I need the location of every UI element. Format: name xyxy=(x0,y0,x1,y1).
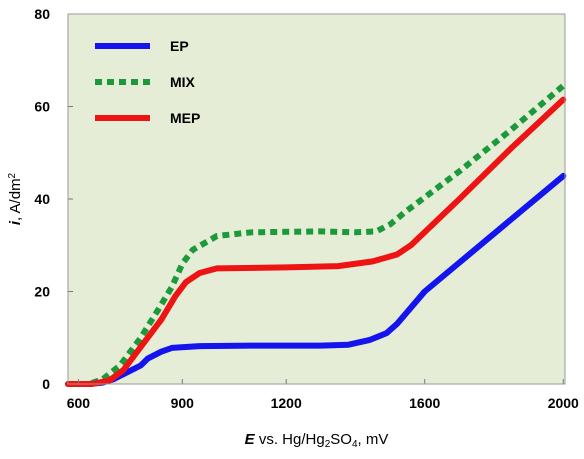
y-axis-title: i, A/dm2 xyxy=(7,172,24,225)
y-tick-label-0: 0 xyxy=(42,376,50,392)
y-axis-title-superscript: 2 xyxy=(7,172,18,178)
x-axis-title-subscript: 2 xyxy=(325,439,331,450)
tick-layer: 0 20 40 60 80 600 900 1200 1600 2000 xyxy=(34,6,579,411)
x-axis-title-text-3: , mV xyxy=(358,431,389,448)
legend-label-ep: EP xyxy=(170,38,189,54)
y-axis-title-text: , A/dm xyxy=(7,178,24,221)
legend-label-mix: MIX xyxy=(170,74,196,90)
series-line-mix xyxy=(68,83,566,387)
x-tick-label-2000: 2000 xyxy=(548,395,579,411)
x-axis-title: E vs. Hg/Hg2SO4, mV xyxy=(245,431,389,450)
x-axis-title-text-2: SO xyxy=(330,431,352,448)
y-tick-label-20: 20 xyxy=(34,284,50,300)
x-tick-label-1200: 1200 xyxy=(271,395,302,411)
plot-area xyxy=(68,14,565,384)
y-tick-label-40: 40 xyxy=(34,191,50,207)
legend-label-mep: MEP xyxy=(170,110,200,126)
legend: EP MIX MEP xyxy=(95,38,200,126)
x-tick-label-1600: 1600 xyxy=(409,395,440,411)
x-tick-label-600: 600 xyxy=(67,395,91,411)
x-axis-title-subscript-2: 4 xyxy=(352,439,358,450)
x-axis-title-text: vs. Hg/Hg xyxy=(255,431,325,448)
series-layer xyxy=(65,83,567,387)
y-axis-title-symbol: i xyxy=(7,220,24,225)
y-tick-label-80: 80 xyxy=(34,6,50,22)
series-line-mep xyxy=(65,96,567,387)
x-axis-title-symbol: E xyxy=(245,431,256,448)
x-tick-label-900: 900 xyxy=(171,395,195,411)
y-tick-label-60: 60 xyxy=(34,99,50,115)
plot-frame xyxy=(67,13,566,385)
